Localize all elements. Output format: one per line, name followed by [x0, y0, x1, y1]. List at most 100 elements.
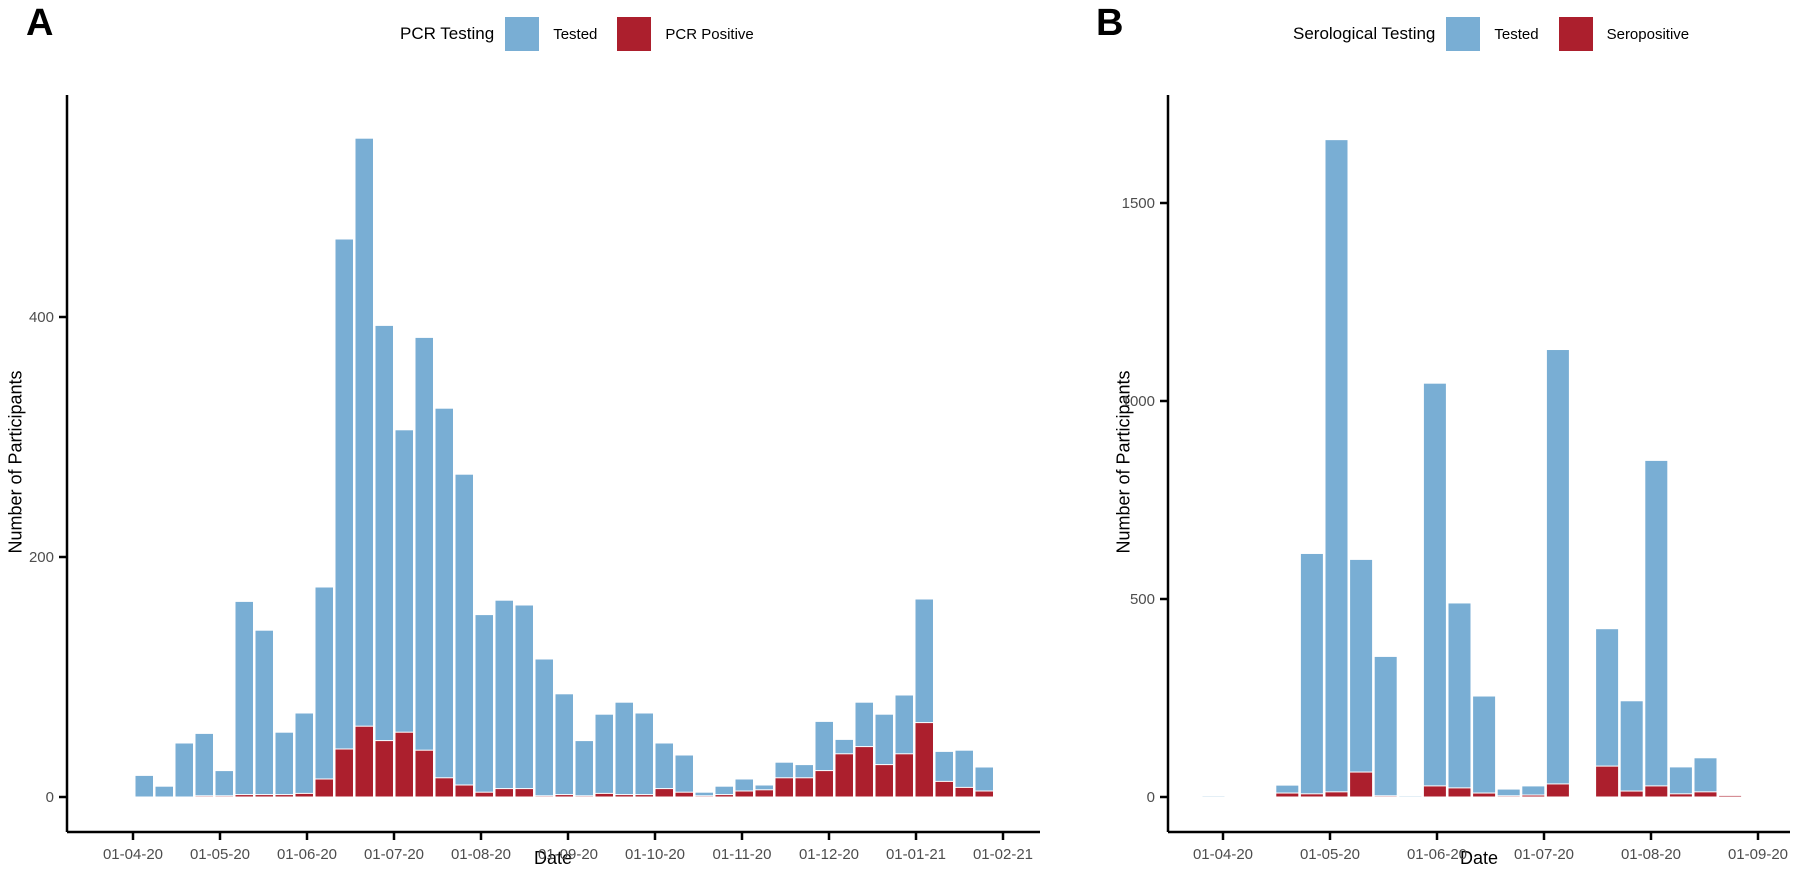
bar-tested-A-03-09-20 [574, 740, 594, 798]
bar-positive-A-29-10-20 [734, 790, 754, 798]
legend-title-serological-testing: Serological Testing [1293, 24, 1436, 43]
bar-positive-A-09-07-20 [414, 749, 434, 798]
bar-positive-A-13-08-20 [514, 788, 534, 798]
legend-item-seropositive: Seropositive [1558, 17, 1690, 51]
bar-positive-A-25-06-20 [374, 740, 394, 798]
bar-tested-B-01-08-20 [1644, 459, 1669, 798]
bar-positive-A-07-05-20 [234, 794, 254, 798]
bar-positive-B-04-07-20 [1545, 783, 1570, 798]
bar-tested-A-06-08-20 [494, 599, 514, 798]
x-tick-label-B: 01-09-20 [1728, 846, 1788, 863]
bar-positive-B-25-04-20 [1299, 793, 1324, 798]
x-tick-label-A: 01-09-20 [538, 846, 598, 863]
bar-positive-B-25-07-20 [1619, 790, 1644, 798]
y-tick-label-A: 200 [29, 549, 54, 566]
bar-positive-A-17-09-20 [614, 794, 634, 798]
bar-positive-A-28-05-20 [294, 792, 314, 798]
bar-tested-A-08-10-20 [674, 754, 694, 798]
bar-tested-A-27-08-20 [554, 693, 574, 798]
x-tick-label-B: 01-04-20 [1193, 846, 1253, 863]
legend-panel-b: Serological Testing Tested Seropositive [1293, 14, 1709, 54]
bar-positive-B-09-05-20 [1349, 771, 1374, 798]
bar-positive-B-01-08-20 [1644, 785, 1669, 798]
bar-tested-A-25-06-20 [374, 324, 394, 798]
y-tick-label-B: 1500 [1122, 195, 1155, 212]
x-tick-label-A: 01-05-20 [190, 846, 250, 863]
x-tick-label-A: 01-06-20 [277, 846, 337, 863]
bar-positive-A-14-05-20 [254, 794, 274, 798]
bar-tested-A-20-08-20 [534, 658, 554, 798]
legend-label-pcr-positive: PCR Positive [665, 25, 754, 43]
x-axis-title-a: Date [533, 848, 573, 868]
bar-positive-A-26-11-20 [814, 770, 834, 798]
bar-tested-B-08-08-20 [1668, 766, 1693, 798]
bar-tested-B-16-05-20 [1373, 655, 1398, 798]
bar-tested-B-09-05-20 [1349, 558, 1374, 798]
bar-positive-A-11-06-20 [334, 748, 354, 798]
bar-tested-B-25-07-20 [1619, 700, 1644, 798]
y-tick-label-B: 0 [1147, 789, 1155, 806]
bar-positive-A-05-11-20 [754, 789, 774, 798]
bar-positive-A-17-12-20 [874, 764, 894, 798]
tested-swatch-b [1446, 17, 1481, 51]
bar-positive-B-08-08-20 [1668, 793, 1693, 798]
bar-positive-A-04-06-20 [314, 778, 334, 798]
x-tick-label-A: 01-02-21 [973, 846, 1033, 863]
bar-positive-A-14-01-21 [954, 786, 974, 798]
bar-positive-A-30-04-20 [214, 795, 234, 798]
x-tick-label-A: 01-11-20 [713, 846, 772, 863]
bar-tested-A-14-05-20 [254, 629, 274, 798]
bar-positive-A-02-07-20 [394, 731, 414, 798]
bar-tested-B-30-05-20 [1422, 382, 1447, 798]
bar-positive-A-01-10-20 [654, 788, 674, 798]
bar-tested-A-17-09-20 [614, 701, 634, 798]
bar-tested-B-04-07-20 [1545, 349, 1570, 798]
bar-tested-A-28-05-20 [294, 712, 314, 798]
legend-panel-a: PCR Testing Tested PCR Positive [400, 14, 774, 54]
bar-positive-B-18-04-20 [1275, 792, 1300, 798]
panel-b-letter: B [1096, 2, 1124, 44]
bar-tested-A-13-08-20 [514, 604, 534, 798]
bar-positive-A-12-11-20 [774, 777, 794, 798]
bar-positive-A-30-07-20 [474, 791, 494, 798]
bar-positive-B-16-05-20 [1373, 795, 1398, 798]
tested-swatch [505, 17, 540, 51]
y-tick-label-A: 400 [29, 309, 54, 326]
bar-tested-A-18-06-20 [354, 137, 374, 798]
bar-positive-B-06-06-20 [1447, 787, 1472, 798]
bar-tested-B-06-06-20 [1447, 602, 1472, 798]
bar-tested-A-30-04-20 [214, 770, 234, 798]
bar-tested-A-09-04-20 [154, 785, 174, 798]
y-tick-label-B: 500 [1130, 591, 1155, 608]
x-tick-label-A: 01-08-20 [451, 846, 511, 863]
bar-positive-A-16-07-20 [434, 777, 454, 798]
bar-positive-A-06-08-20 [494, 788, 514, 798]
x-tick-label-A: 01-04-20 [103, 846, 163, 863]
bar-positive-A-18-06-20 [354, 725, 374, 798]
legend-label-seropositive: Seropositive [1606, 25, 1690, 43]
x-tick-label-A: 01-01-21 [886, 846, 946, 863]
bar-positive-A-21-05-20 [274, 794, 294, 798]
legend-label-tested: Tested [553, 25, 598, 43]
bar-positive-A-23-07-20 [454, 784, 474, 798]
bar-positive-A-24-09-20 [634, 794, 654, 798]
bar-positive-A-31-12-20 [914, 722, 934, 798]
bar-positive-A-03-09-20 [574, 795, 594, 798]
y-tick-label-A: 0 [46, 789, 54, 806]
bar-positive-A-20-08-20 [534, 795, 554, 798]
bar-positive-B-02-05-20 [1324, 791, 1349, 798]
bar-tested-A-21-05-20 [274, 731, 294, 798]
bar-tested-A-09-07-20 [414, 336, 434, 798]
bar-tested-B-15-08-20 [1693, 757, 1718, 798]
bar-tested-A-10-09-20 [594, 713, 614, 798]
bar-tested-B-23-05-20 [1398, 795, 1423, 798]
bar-tested-B-29-03-20 [1201, 795, 1226, 798]
x-tick-label-A: 01-10-20 [625, 846, 685, 863]
bar-tested-A-02-04-20 [134, 774, 154, 798]
bar-positive-A-03-12-20 [834, 753, 854, 798]
legend-title-pcr-testing: PCR Testing [400, 24, 495, 43]
bar-tested-A-04-06-20 [314, 586, 334, 798]
bar-positive-A-24-12-20 [894, 753, 914, 798]
